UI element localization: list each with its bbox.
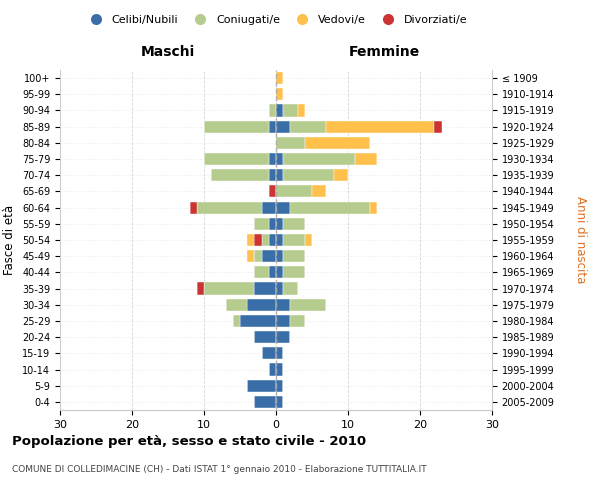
Bar [269,153,276,165]
Bar [276,250,283,262]
Bar [276,120,290,132]
Bar [283,234,305,246]
Bar [276,218,283,230]
Bar [305,137,370,149]
Bar [290,315,305,327]
Bar [269,234,276,246]
Bar [434,120,442,132]
Bar [276,72,283,84]
Bar [262,234,269,246]
Bar [269,266,276,278]
Bar [197,202,262,213]
Bar [269,364,276,376]
Bar [226,298,247,311]
Bar [240,315,276,327]
Bar [276,331,290,343]
Text: Femmine: Femmine [349,44,419,59]
Legend: Celibi/Nubili, Coniugati/e, Vedovi/e, Divorziati/e: Celibi/Nubili, Coniugati/e, Vedovi/e, Di… [80,10,472,29]
Bar [262,202,276,213]
Bar [276,234,283,246]
Bar [276,202,290,213]
Bar [326,120,434,132]
Bar [262,348,276,360]
Bar [283,104,298,117]
Bar [298,104,305,117]
Y-axis label: Fasce di età: Fasce di età [4,205,16,275]
Bar [276,380,283,392]
Bar [283,153,355,165]
Text: Maschi: Maschi [141,44,195,59]
Bar [290,298,326,311]
Bar [204,120,269,132]
Bar [290,120,326,132]
Bar [247,380,276,392]
Bar [276,315,290,327]
Bar [254,282,276,294]
Bar [276,137,305,149]
Bar [276,88,283,101]
Bar [197,282,204,294]
Bar [254,218,269,230]
Bar [370,202,377,213]
Bar [334,169,348,181]
Bar [283,266,305,278]
Bar [269,104,276,117]
Y-axis label: Anni di nascita: Anni di nascita [574,196,587,284]
Bar [269,120,276,132]
Bar [204,282,254,294]
Bar [276,282,283,294]
Bar [290,202,370,213]
Bar [269,169,276,181]
Bar [276,348,283,360]
Bar [276,186,312,198]
Text: Popolazione per età, sesso e stato civile - 2010: Popolazione per età, sesso e stato civil… [12,435,366,448]
Bar [276,169,283,181]
Bar [247,234,254,246]
Bar [190,202,197,213]
Bar [204,153,269,165]
Bar [254,250,262,262]
Bar [283,282,298,294]
Bar [269,218,276,230]
Bar [276,266,283,278]
Bar [283,218,305,230]
Bar [276,104,283,117]
Bar [254,331,276,343]
Bar [283,250,305,262]
Text: COMUNE DI COLLEDIMACINE (CH) - Dati ISTAT 1° gennaio 2010 - Elaborazione TUTTITA: COMUNE DI COLLEDIMACINE (CH) - Dati ISTA… [12,465,427,474]
Bar [262,250,276,262]
Bar [312,186,326,198]
Bar [305,234,312,246]
Bar [276,396,283,408]
Bar [254,234,262,246]
Bar [276,364,283,376]
Bar [233,315,240,327]
Bar [247,250,254,262]
Bar [355,153,377,165]
Bar [276,153,283,165]
Bar [269,186,276,198]
Bar [247,298,276,311]
Bar [283,169,334,181]
Bar [276,298,290,311]
Bar [254,396,276,408]
Bar [254,266,269,278]
Bar [211,169,269,181]
